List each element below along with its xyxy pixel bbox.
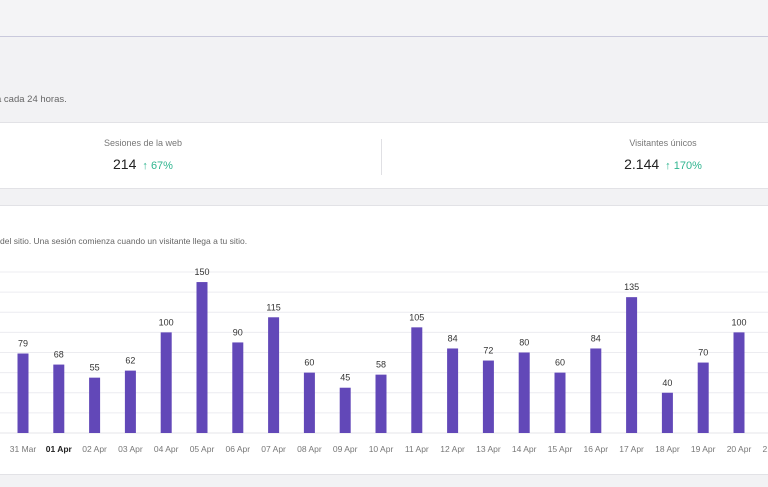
bar <box>590 348 602 433</box>
data-label: 68 <box>54 350 64 360</box>
data-label: 80 <box>519 338 529 348</box>
bar <box>661 392 673 433</box>
x-tick-label: 20 Apr <box>727 444 752 454</box>
bar <box>482 360 494 433</box>
x-tick-label: 11 Apr <box>405 444 429 454</box>
x-tick-label: 10 Apr <box>369 444 394 454</box>
up-arrow-icon: ↑ <box>665 160 671 172</box>
bar <box>303 372 315 433</box>
data-label: 115 <box>266 302 280 312</box>
stats-card: Sesiones de la web 214 ↑ 67% Visitantes ú… <box>0 122 768 189</box>
update-notice: a cada 24 horas. <box>0 94 67 105</box>
stat-visitors: Visitantes únicos 2.144 ↑ 170% <box>588 138 738 172</box>
x-tick-label: 08 Apr <box>297 444 322 454</box>
bar <box>268 317 280 433</box>
bar <box>124 370 136 433</box>
x-tick-label: 21 Apr <box>763 444 768 454</box>
bar <box>232 342 244 433</box>
bar <box>17 353 29 433</box>
data-label: 135 <box>624 282 639 292</box>
bar <box>339 387 351 433</box>
data-label: 84 <box>448 333 458 343</box>
x-tick-label: 31 Mar <box>10 444 37 454</box>
data-label: 150 <box>194 267 209 277</box>
x-tick-label: 19 Apr <box>691 444 716 454</box>
chart-description: del sitio. Una sesión comienza cuando un… <box>0 236 248 246</box>
x-tick-label: 03 Apr <box>118 444 143 454</box>
x-tick-label: 17 Apr <box>619 444 644 454</box>
stat-label: Visitantes únicos <box>629 138 697 148</box>
data-label: 70 <box>698 348 708 358</box>
data-label: 79 <box>18 339 28 349</box>
bar <box>411 327 423 433</box>
x-tick-label: 18 Apr <box>655 444 680 454</box>
data-label: 105 <box>409 312 424 322</box>
bar <box>733 332 745 433</box>
data-label: 72 <box>483 346 493 356</box>
data-label: 90 <box>233 327 243 337</box>
x-tick-label: 04 Apr <box>154 444 179 454</box>
data-label: 55 <box>90 363 100 373</box>
data-label: 100 <box>159 317 174 327</box>
bar <box>160 332 172 433</box>
stat-change: 170% <box>673 160 702 172</box>
stat-change: 67% <box>150 160 173 172</box>
bar <box>89 377 101 433</box>
x-tick-label: 13 Apr <box>476 444 501 454</box>
up-arrow-icon: ↑ <box>142 160 148 172</box>
x-tick-label: 14 Apr <box>512 444 537 454</box>
x-tick-label: 16 Apr <box>584 444 609 454</box>
data-label: 40 <box>662 378 672 388</box>
x-tick-label: 01 Apr <box>46 444 73 454</box>
bar <box>53 364 65 433</box>
data-label: 100 <box>731 317 746 327</box>
data-label: 60 <box>304 358 314 368</box>
top-bar <box>0 0 768 37</box>
x-tick-label: 06 Apr <box>226 444 251 454</box>
x-tick-label: 09 Apr <box>333 444 358 454</box>
bar <box>196 282 208 433</box>
data-label: 45 <box>340 373 350 383</box>
stat-value: 214 <box>113 156 137 172</box>
data-label: 58 <box>376 360 386 370</box>
x-tick-label: 15 Apr <box>548 444 573 454</box>
bar <box>447 348 459 433</box>
data-label: 62 <box>125 356 135 366</box>
bar <box>626 297 638 433</box>
data-label: 84 <box>591 333 601 343</box>
divider <box>381 139 382 175</box>
x-tick-label: 12 Apr <box>440 444 465 454</box>
x-tick-label: 05 Apr <box>190 444 215 454</box>
stat-label: Sesiones de la web <box>103 138 183 148</box>
bar <box>697 362 709 433</box>
stat-sessions: Sesiones de la web 214 ↑ 67% <box>68 138 218 172</box>
bar <box>518 352 530 433</box>
bar <box>375 374 387 433</box>
data-label: 60 <box>555 358 565 368</box>
bar <box>554 372 566 433</box>
stat-value: 2.144 <box>624 156 660 172</box>
x-tick-label: 02 Apr <box>82 444 107 454</box>
x-tick-label: 07 Apr <box>261 444 286 454</box>
